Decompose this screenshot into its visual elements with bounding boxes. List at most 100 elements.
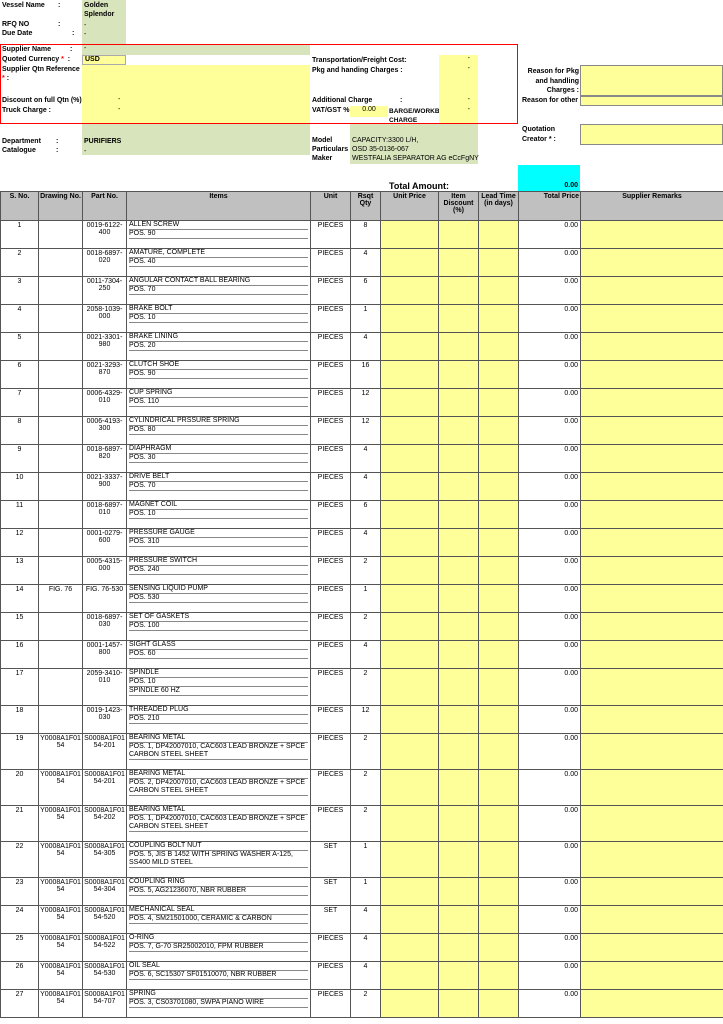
unit-price-input[interactable] <box>380 332 439 361</box>
supplier-remarks-input[interactable] <box>580 989 723 1018</box>
lead-time-input[interactable] <box>478 805 519 842</box>
item-discount-input[interactable] <box>438 556 479 585</box>
item-discount-input[interactable] <box>438 444 479 473</box>
item-discount-input[interactable] <box>438 388 479 417</box>
supplier-remarks-input[interactable] <box>580 841 723 878</box>
unit-price-input[interactable] <box>380 640 439 669</box>
unit-price-input[interactable] <box>380 733 439 770</box>
lead-time-input[interactable] <box>478 388 519 417</box>
supplier-remarks-input[interactable] <box>580 248 723 277</box>
item-discount-input[interactable] <box>438 304 479 333</box>
item-discount-input[interactable] <box>438 769 479 806</box>
lead-time-input[interactable] <box>478 640 519 669</box>
lead-time-input[interactable] <box>478 905 519 934</box>
unit-price-input[interactable] <box>380 444 439 473</box>
lead-time-input[interactable] <box>478 989 519 1018</box>
item-discount-input[interactable] <box>438 841 479 878</box>
unit-price-input[interactable] <box>380 933 439 962</box>
lead-time-input[interactable] <box>478 360 519 389</box>
unit-price-input[interactable] <box>380 612 439 641</box>
unit-price-input[interactable] <box>380 304 439 333</box>
supplier-remarks-input[interactable] <box>580 877 723 906</box>
item-discount-input[interactable] <box>438 584 479 613</box>
barge-charge-input[interactable]: - <box>439 106 478 123</box>
quotation-creator-input[interactable] <box>580 124 723 145</box>
lead-time-input[interactable] <box>478 769 519 806</box>
supplier-remarks-input[interactable] <box>580 584 723 613</box>
supplier-remarks-input[interactable] <box>580 360 723 389</box>
unit-price-input[interactable] <box>380 961 439 990</box>
lead-time-input[interactable] <box>478 304 519 333</box>
item-discount-input[interactable] <box>438 805 479 842</box>
unit-price-input[interactable] <box>380 584 439 613</box>
unit-price-input[interactable] <box>380 528 439 557</box>
pkg-reason-input[interactable] <box>580 65 723 96</box>
supplier-remarks-input[interactable] <box>580 220 723 249</box>
item-discount-input[interactable] <box>438 877 479 906</box>
lead-time-input[interactable] <box>478 841 519 878</box>
item-discount-input[interactable] <box>438 276 479 305</box>
unit-price-input[interactable] <box>380 416 439 445</box>
supplier-remarks-input[interactable] <box>580 905 723 934</box>
unit-price-input[interactable] <box>380 989 439 1018</box>
item-discount-input[interactable] <box>438 528 479 557</box>
lead-time-input[interactable] <box>478 416 519 445</box>
item-discount-input[interactable] <box>438 416 479 445</box>
item-discount-input[interactable] <box>438 705 479 734</box>
supplier-remarks-input[interactable] <box>580 961 723 990</box>
unit-price-input[interactable] <box>380 705 439 734</box>
unit-price-input[interactable] <box>380 769 439 806</box>
item-discount-input[interactable] <box>438 933 479 962</box>
supplier-remarks-input[interactable] <box>580 805 723 842</box>
discount-full-qtn-input[interactable]: - <box>82 96 310 106</box>
lead-time-input[interactable] <box>478 961 519 990</box>
lead-time-input[interactable] <box>478 500 519 529</box>
pkg-charges-input[interactable]: - <box>439 65 478 96</box>
unit-price-input[interactable] <box>380 905 439 934</box>
item-discount-input[interactable] <box>438 360 479 389</box>
item-discount-input[interactable] <box>438 220 479 249</box>
unit-price-input[interactable] <box>380 500 439 529</box>
item-discount-input[interactable] <box>438 668 479 706</box>
item-discount-input[interactable] <box>438 640 479 669</box>
lead-time-input[interactable] <box>478 733 519 770</box>
unit-price-input[interactable] <box>380 388 439 417</box>
item-discount-input[interactable] <box>438 248 479 277</box>
unit-price-input[interactable] <box>380 360 439 389</box>
item-discount-input[interactable] <box>438 472 479 501</box>
lead-time-input[interactable] <box>478 668 519 706</box>
lead-time-input[interactable] <box>478 248 519 277</box>
lead-time-input[interactable] <box>478 584 519 613</box>
unit-price-input[interactable] <box>380 841 439 878</box>
other-reason-input[interactable] <box>580 96 723 106</box>
item-discount-input[interactable] <box>438 961 479 990</box>
unit-price-input[interactable] <box>380 248 439 277</box>
supplier-remarks-input[interactable] <box>580 276 723 305</box>
freight-cost-input[interactable]: - <box>439 55 478 65</box>
item-discount-input[interactable] <box>438 500 479 529</box>
lead-time-input[interactable] <box>478 528 519 557</box>
item-discount-input[interactable] <box>438 905 479 934</box>
quoted-currency-select[interactable]: USD <box>82 55 126 65</box>
supplier-remarks-input[interactable] <box>580 388 723 417</box>
item-discount-input[interactable] <box>438 612 479 641</box>
truck-charge-input[interactable]: - <box>82 106 310 123</box>
supplier-remarks-input[interactable] <box>580 612 723 641</box>
lead-time-input[interactable] <box>478 933 519 962</box>
supplier-remarks-input[interactable] <box>580 733 723 770</box>
item-discount-input[interactable] <box>438 989 479 1018</box>
unit-price-input[interactable] <box>380 472 439 501</box>
supplier-remarks-input[interactable] <box>580 332 723 361</box>
supplier-remarks-input[interactable] <box>580 444 723 473</box>
supplier-qtn-reference-input[interactable] <box>82 65 310 96</box>
lead-time-input[interactable] <box>478 556 519 585</box>
lead-time-input[interactable] <box>478 612 519 641</box>
supplier-remarks-input[interactable] <box>580 416 723 445</box>
supplier-remarks-input[interactable] <box>580 668 723 706</box>
unit-price-input[interactable] <box>380 220 439 249</box>
supplier-remarks-input[interactable] <box>580 500 723 529</box>
supplier-name-field[interactable]: - <box>82 45 310 55</box>
unit-price-input[interactable] <box>380 556 439 585</box>
supplier-remarks-input[interactable] <box>580 528 723 557</box>
lead-time-input[interactable] <box>478 705 519 734</box>
